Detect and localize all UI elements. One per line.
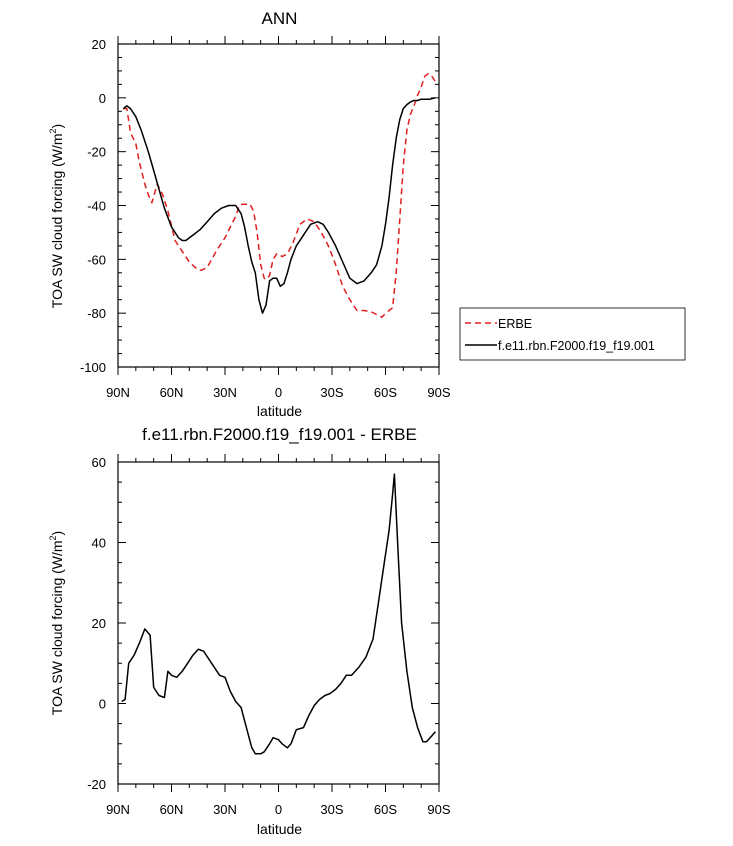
top-y-tick-label: 0 <box>99 91 106 106</box>
bottom-y-tick-label: 20 <box>92 616 106 631</box>
top-y-tick-label: 20 <box>92 37 106 52</box>
bottom-x-tick-label: 30N <box>213 802 237 817</box>
top-x-tick-label: 30S <box>320 385 343 400</box>
top-x-tick-label: 30N <box>213 385 237 400</box>
top-x-tick-label: 60N <box>160 385 184 400</box>
top-y-tick-label: -100 <box>80 360 106 375</box>
top-series <box>122 72 437 318</box>
bottom-series-line-f-e11-rbn-f2000-f19-f19-001-erbe <box>121 473 436 755</box>
top-x-axis-label: latitude <box>257 403 302 419</box>
bottom-x-tick-labels: 90N 60N 30N 0 30S 60S 90S <box>106 802 451 817</box>
top-series-line-erbe <box>123 72 437 318</box>
bottom-x-tick-label: 0 <box>275 802 282 817</box>
top-x-tick-label: 90S <box>427 385 450 400</box>
top-y-tick-label: -40 <box>87 199 106 214</box>
bottom-y-tick-label: 40 <box>92 536 106 551</box>
top-title: ANN <box>262 9 298 28</box>
bottom-x-axis-label: latitude <box>257 821 302 837</box>
bottom-plot-frame <box>117 461 440 785</box>
top-y-axis-label: TOA SW cloud forcing (W/m2) <box>48 124 65 308</box>
bottom-y-tick-label: 60 <box>92 455 106 470</box>
top-x-tick-label: 60S <box>374 385 397 400</box>
legend-box <box>459 307 686 361</box>
bottom-y-axis-label: TOA SW cloud forcing (W/m2) <box>48 531 65 715</box>
bottom-y-tick-labels: -20 0 20 40 60 <box>87 455 106 792</box>
bottom-title: f.e11.rbn.F2000.f19_f19.001 - ERBE <box>142 425 417 444</box>
bottom-series <box>121 473 436 755</box>
top-panel: ANN TOA SW cloud forcing (W/m2) -100-80-… <box>48 9 686 419</box>
bottom-panel: f.e11.rbn.F2000.f19_f19.001 - ERBE TOA S… <box>48 425 451 837</box>
top-x-tick-label: 90N <box>106 385 130 400</box>
bottom-x-tick-label: 60S <box>374 802 397 817</box>
legend-model-label: f.e11.rbn.F2000.f19_f19.001 <box>498 339 655 353</box>
top-legend: ERBE f.e11.rbn.F2000.f19_f19.001 <box>459 307 686 361</box>
top-y-tick-label: -60 <box>87 252 106 267</box>
bottom-y-tick-label: 0 <box>99 697 106 712</box>
bottom-x-tick-label: 30S <box>320 802 343 817</box>
bottom-tick-marks <box>117 454 440 792</box>
top-y-tick-labels: -100 -80 -60 -40 -20 0 20 <box>80 37 106 375</box>
top-series-line-f-e11-rbn-f2000-f19-f19-001 <box>122 97 436 314</box>
top-x-tick-labels: 90N 60N 30N 0 30S 60S 90S <box>106 385 451 400</box>
top-y-tick-label: -80 <box>87 306 106 321</box>
top-plot-frame <box>117 43 440 368</box>
bottom-x-tick-label: 90S <box>427 802 450 817</box>
bottom-x-tick-label: 60N <box>160 802 184 817</box>
legend-erbe-label: ERBE <box>498 317 532 331</box>
top-x-tick-label: 0 <box>275 385 282 400</box>
bottom-y-tick-label: -20 <box>87 777 106 792</box>
bottom-x-tick-label: 90N <box>106 802 130 817</box>
top-y-tick-label: -20 <box>87 145 106 160</box>
